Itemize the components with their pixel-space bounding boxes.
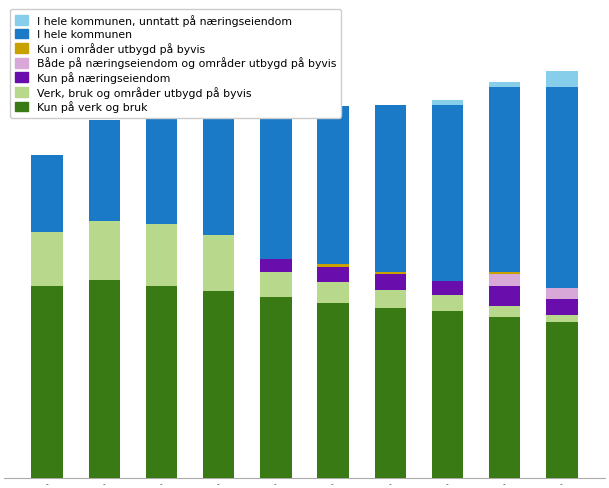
Bar	[260, 259, 292, 273]
Bar	[375, 275, 406, 291]
Bar	[317, 265, 349, 267]
Bar	[489, 286, 520, 306]
Bar	[489, 273, 520, 275]
Bar	[32, 155, 63, 232]
Bar	[89, 121, 120, 222]
Bar	[317, 283, 349, 303]
Bar	[32, 286, 63, 478]
Bar	[146, 116, 177, 224]
Bar	[203, 292, 234, 478]
Bar	[203, 235, 234, 292]
Bar	[489, 88, 520, 273]
Legend: I hele kommunen, unntatt på næringseiendom, I hele kommunen, Kun i områder utbyg: I hele kommunen, unntatt på næringseiend…	[10, 10, 342, 119]
Bar	[89, 281, 120, 478]
Bar	[489, 318, 520, 478]
Bar	[146, 286, 177, 478]
Bar	[432, 295, 463, 311]
Bar	[489, 83, 520, 88]
Bar	[260, 298, 292, 478]
Bar	[489, 306, 520, 318]
Bar	[317, 303, 349, 478]
Bar	[260, 273, 292, 298]
Bar	[489, 275, 520, 286]
Bar	[546, 72, 577, 88]
Bar	[317, 107, 349, 265]
Bar	[432, 311, 463, 478]
Bar	[432, 106, 463, 282]
Bar	[432, 282, 463, 295]
Bar	[317, 267, 349, 283]
Bar	[375, 106, 406, 273]
Bar	[432, 101, 463, 106]
Bar	[546, 288, 577, 300]
Bar	[546, 316, 577, 322]
Bar	[375, 273, 406, 275]
Bar	[32, 232, 63, 286]
Bar	[546, 300, 577, 316]
Bar	[375, 291, 406, 309]
Bar	[146, 224, 177, 286]
Bar	[546, 322, 577, 478]
Bar	[546, 88, 577, 288]
Bar	[375, 309, 406, 478]
Bar	[89, 222, 120, 281]
Bar	[203, 100, 234, 235]
Bar	[260, 115, 292, 259]
